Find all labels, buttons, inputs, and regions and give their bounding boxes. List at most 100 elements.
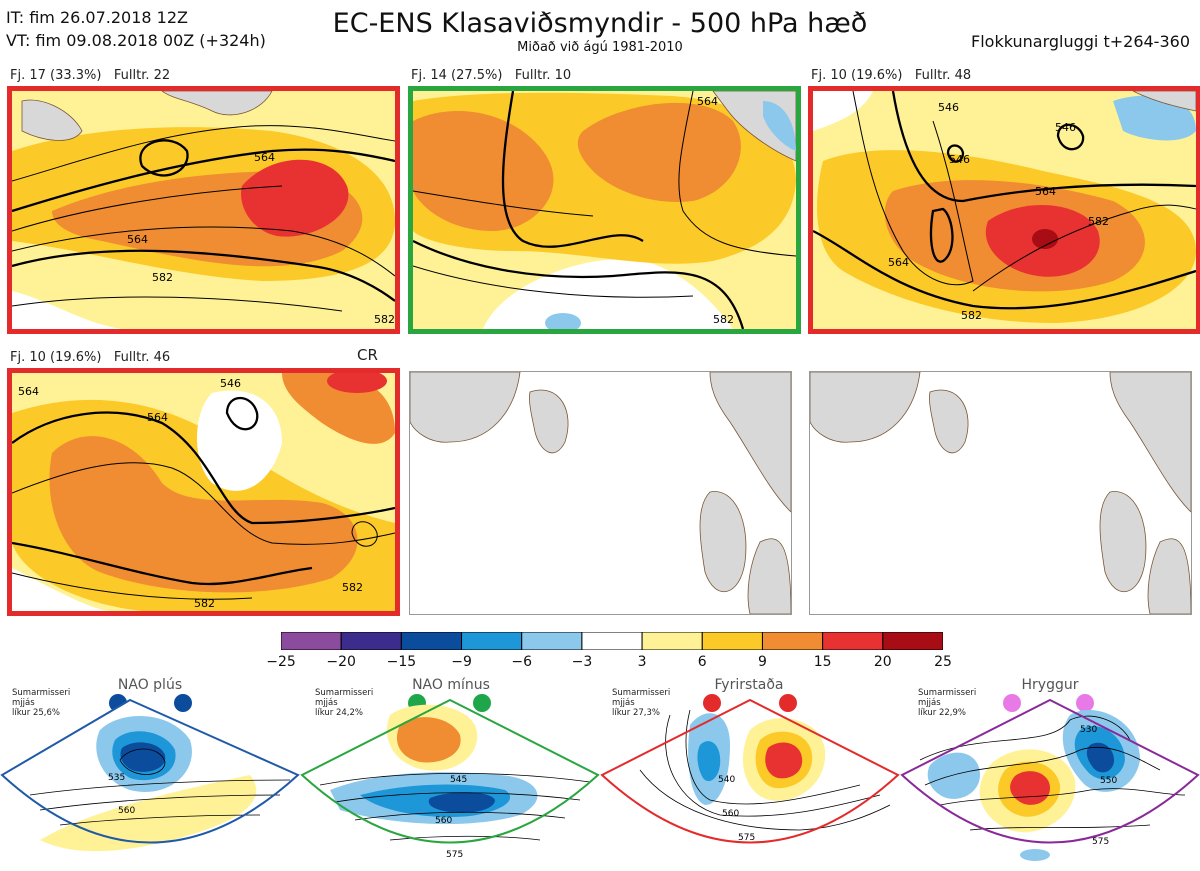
contour	[334, 792, 581, 803]
contour	[919, 715, 1131, 761]
regime-smoothing: mjjás	[612, 698, 635, 708]
colorbar	[280, 631, 944, 654]
contour-label: 582	[713, 313, 734, 326]
empty-map-6-svg	[810, 372, 1191, 614]
regime-probability: líkur 22,9%	[918, 708, 966, 718]
regime-2-title: NAO mínus	[412, 677, 490, 693]
colorbar-tick-label: 25	[934, 654, 952, 670]
regime-3-info: Sumarmisseri mjjás líkur 27,3%	[612, 688, 670, 718]
contour-label: 575	[738, 833, 755, 843]
contour-label: 550	[1100, 776, 1117, 786]
land-greenland	[529, 389, 569, 454]
anomaly-minus9	[120, 742, 166, 772]
regime-probability: líkur 25,6%	[12, 708, 60, 718]
contour-label: 582	[194, 597, 215, 610]
regime-smoothing: mjjás	[918, 698, 941, 708]
land-europe	[1147, 538, 1191, 614]
sector-outline	[0, 698, 300, 844]
anomaly-minus9	[1086, 742, 1115, 773]
anomaly-plus9	[49, 436, 358, 593]
anomaly-minus3	[927, 752, 980, 799]
regime-probability: líkur 24,2%	[315, 708, 363, 718]
empty-map-6	[809, 371, 1192, 615]
land-greenland	[161, 91, 273, 116]
colorbar-tick-label: −15	[386, 654, 417, 670]
colorbar-tick-label: 3	[637, 654, 647, 670]
panel-4-cr-tag: CR	[357, 346, 378, 364]
colorbar-tick-label: 9	[757, 654, 767, 670]
contour-label: 560	[118, 806, 135, 816]
sector-outline	[300, 698, 600, 844]
contour-label: 545	[450, 775, 467, 785]
land-scandinavia	[1109, 372, 1191, 513]
contour-thin	[678, 91, 796, 257]
anomaly-plus9	[396, 717, 461, 763]
contour	[59, 814, 261, 826]
colorbar-swatch	[581, 631, 643, 651]
contour-label: 546	[938, 101, 959, 114]
cluster-map-1: 564 564 582 582	[7, 86, 400, 334]
contour-label: 560	[435, 816, 452, 826]
regime-4-info: Sumarmisseri mjjás líkur 22,9%	[918, 688, 976, 718]
contour-label: 582	[374, 313, 395, 326]
anomaly-plus15	[327, 373, 387, 393]
page-subtitle: Miðað við ágú 1981-2010	[517, 40, 683, 55]
regime-dot	[779, 694, 797, 712]
regime-season: Sumarmisseri	[315, 688, 374, 698]
contour-label: 564	[888, 256, 909, 269]
contour-label: 535	[108, 773, 125, 783]
land-britain	[699, 491, 747, 592]
panel-3-label: Fj. 10 (19.6%) Fulltr. 48	[811, 68, 972, 83]
contour-label: 564	[147, 411, 168, 424]
colorbar-swatch	[400, 631, 463, 651]
cluster-map-1-svg: 564 564 582 582	[12, 91, 395, 329]
contour	[39, 794, 281, 811]
panel-1-label: Fj. 17 (33.3%) Fulltr. 22	[10, 68, 171, 83]
contour-label: 530	[1080, 725, 1097, 735]
empty-map-5	[409, 371, 792, 615]
contour-thin	[12, 296, 343, 312]
colorbar-swatches	[280, 631, 944, 651]
contour-label: 564	[18, 385, 39, 398]
anomaly-plus15	[1010, 771, 1050, 805]
anomaly-minus9	[428, 792, 495, 813]
contour-label: 582	[342, 581, 363, 594]
contour-low	[1056, 123, 1085, 151]
anomaly-neutral	[197, 390, 282, 491]
regime-dot	[1003, 694, 1021, 712]
colorbar-tick-label: 6	[697, 654, 707, 670]
contour-low	[351, 521, 378, 547]
contour-low	[225, 397, 259, 431]
contour-label: 582	[152, 271, 173, 284]
sector-outline	[900, 698, 1200, 844]
contour-thin	[12, 226, 395, 277]
land-canada	[810, 372, 921, 443]
anomaly-plus15	[765, 742, 803, 779]
regime-probability: líkur 27,3%	[612, 708, 660, 718]
contour-low	[929, 207, 954, 263]
cluster-map-4-svg: 564 564 546 582 582	[12, 373, 395, 611]
colorbar-tick-label: −3	[571, 654, 593, 670]
anomaly-minus3	[763, 101, 796, 151]
contour-thin	[852, 91, 974, 286]
cluster-map-3: 546 546 546 564 582 582 564	[808, 86, 1200, 334]
colorbar-swatch	[822, 631, 884, 651]
contour	[119, 748, 166, 775]
header-times: IT: fim 26.07.2018 12Z VT: fim 09.08.201…	[6, 6, 266, 52]
colorbar-tick-label: 20	[873, 654, 892, 670]
anomaly-minus3	[545, 313, 581, 329]
regime-dot	[703, 694, 721, 712]
contour-low	[946, 144, 965, 163]
regime-dot	[473, 694, 491, 712]
colorbar-swatch	[641, 631, 703, 651]
land-canada	[410, 372, 521, 443]
contour-label: 564	[697, 95, 718, 108]
contour	[969, 824, 1151, 831]
regime-3-title: Fyrirstaða	[714, 677, 784, 693]
contour-thin	[12, 572, 253, 600]
regime-2-map: 545 560 575	[300, 694, 600, 860]
contour-thick	[501, 91, 644, 248]
colorbar-swatch	[761, 631, 824, 651]
cluster-map-4: 564 564 546 582 582	[7, 368, 400, 616]
anomaly-neutral	[12, 568, 112, 611]
